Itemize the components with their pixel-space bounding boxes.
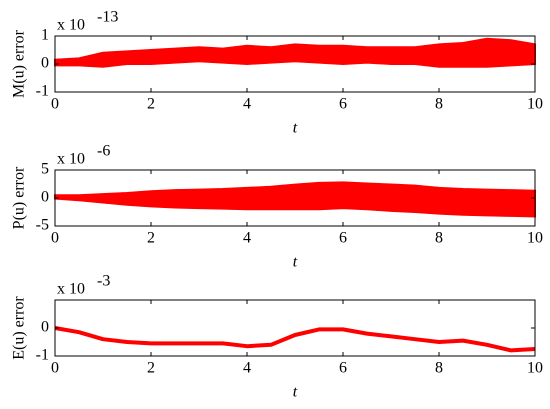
x-tick-label: 4 [243, 96, 251, 113]
x-tick-label: 4 [243, 360, 251, 377]
x-tick-label: 2 [147, 230, 155, 247]
y-tick-label: -5 [36, 217, 49, 234]
x-tick-label: 2 [147, 360, 155, 377]
error-line [54, 326, 536, 353]
x-tick-label: 0 [51, 360, 59, 377]
axis-multiplier: x 10 [57, 151, 85, 168]
error-band [54, 37, 536, 68]
axis-exponent: -6 [97, 143, 110, 160]
x-tick-label: 8 [435, 230, 443, 247]
axis-multiplier: x 10 [57, 281, 85, 298]
y-axis-label: E(u) error [11, 296, 28, 360]
y-axis-label: M(u) error [11, 29, 28, 98]
y-axis-label: P(u) error [11, 166, 28, 229]
x-axis-label: t [293, 384, 298, 401]
x-tick-label: 10 [527, 230, 543, 247]
x-tick-label: 0 [51, 230, 59, 247]
x-tick-label: 8 [435, 360, 443, 377]
axis-multiplier: x 10 [57, 17, 85, 34]
x-tick-label: 0 [51, 96, 59, 113]
y-tick-label: 5 [41, 161, 49, 178]
axis-exponent: -13 [97, 9, 118, 26]
x-axis-label: t [293, 120, 298, 137]
y-tick-label: 1 [41, 27, 49, 44]
x-tick-label: 6 [339, 230, 347, 247]
x-tick-label: 4 [243, 230, 251, 247]
x-tick-label: 10 [527, 360, 543, 377]
y-tick-label: 0 [41, 319, 49, 336]
y-tick-label: -1 [36, 83, 49, 100]
x-tick-label: 6 [339, 360, 347, 377]
x-tick-label: 8 [435, 96, 443, 113]
y-tick-label: 0 [41, 189, 49, 206]
x-tick-label: 2 [147, 96, 155, 113]
axes-frame [54, 299, 536, 357]
y-tick-label: -1 [36, 347, 49, 364]
axis-exponent: -3 [97, 273, 110, 290]
x-tick-label: 6 [339, 96, 347, 113]
y-tick-label: 0 [41, 55, 49, 72]
x-axis-label: t [293, 254, 298, 271]
x-tick-label: 10 [527, 96, 543, 113]
error-band [54, 181, 536, 218]
